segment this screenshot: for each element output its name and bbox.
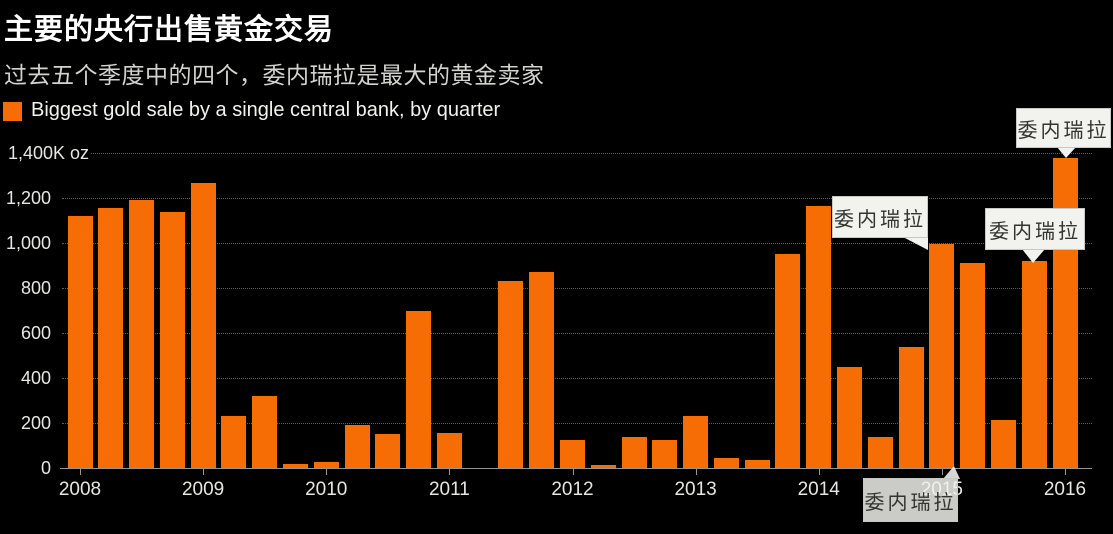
x-tick-label-2013: 2013 [674,479,717,500]
bar-2010-q1 [313,462,339,468]
x-tick-label-2016: 2016 [1043,479,1087,500]
gridline [62,243,1092,244]
gridline [62,378,1092,379]
x-tick-mark [326,469,328,475]
bar-2014-q4 [898,346,924,468]
gridline [62,423,1092,424]
bar-2013-q3 [744,460,770,468]
bar-2013-q2 [713,457,739,468]
bar-2015-q3 [990,419,1016,468]
x-tick-label-2008: 2008 [58,479,102,500]
gridline [62,333,1092,334]
bar-2013-q4 [775,254,801,468]
y-tick-label: 0 [40,458,51,478]
bar-2015-q4 [1021,261,1047,468]
bar-2011-q1 [436,433,462,468]
bar-2012-q4 [652,439,678,468]
bar-2014-q3 [867,436,893,468]
bar-2015-q1 [929,244,955,468]
x-tick-label-2014: 2014 [797,479,840,500]
bar-2008-q2 [98,208,124,468]
bar-2011-q4 [529,272,555,468]
annotation-label: 委内瑞拉 [864,491,957,514]
x-tick-mark [941,469,943,475]
bar-2015-q2 [960,263,986,468]
annotation-label: 委内瑞拉 [989,220,1081,243]
x-tick-label-2012: 2012 [551,479,594,500]
bar-2011-q3 [498,281,524,468]
bar-2016-q1 [1052,157,1078,468]
x-tick-label-2009: 2009 [181,479,225,500]
bar-2009-q2 [221,416,247,468]
bar-2014-q2 [837,366,863,468]
bar-2013-q1 [683,416,709,468]
annotation-venezuela-2015q1: 委内瑞拉 [832,196,928,238]
y-tick-label: 1,000 [5,233,51,253]
x-tick-mark [1065,469,1066,475]
x-tick-mark [695,469,697,475]
x-tick-label-2011: 2011 [428,479,470,500]
chart-subtitle: 过去五个季度中的四个，委内瑞拉是最大的黄金卖家 [4,62,545,88]
bar-2009-q1 [190,183,216,468]
annotation-venezuela-2015q4: 委内瑞拉 [985,208,1085,250]
annotation-label: 委内瑞拉 [1017,119,1110,142]
bar-2008-q3 [129,200,155,468]
bar-2010-q2 [344,425,370,468]
bar-2009-q3 [252,396,278,468]
chart-title: 主要的央行出售黄金交易 [4,14,335,46]
annotation-venezuela-2015q2: 委内瑞拉 [863,478,958,522]
x-axis-line [60,468,1092,469]
y-tick-label: 400 [20,368,51,388]
x-tick-label-2010: 2010 [305,479,348,500]
bar-2010-q4 [406,310,432,468]
x-tick-mark [818,469,820,475]
annotation-venezuela-2016q1: 委内瑞拉 [1016,108,1111,148]
legend-label: Biggest gold sale by a single central ba… [31,99,501,121]
gridline [62,288,1092,289]
y-tick-label: 1,400K oz [0,142,90,164]
legend-swatch-icon [3,102,22,121]
bar-2014-q1 [806,205,832,468]
bar-2008-q4 [159,211,185,468]
y-tick-label: 600 [20,323,51,343]
x-tick-mark [80,469,81,475]
bar-2012-q2 [590,464,616,468]
x-tick-mark [203,469,205,475]
y-tick-label: 200 [20,413,51,433]
bar-2008-q1 [67,216,93,468]
bar-2010-q3 [375,434,401,468]
x-tick-mark [449,469,451,475]
x-tick-mark [572,469,574,475]
bar-2009-q4 [282,463,308,468]
y-tick-label: 1,200 [5,188,51,208]
bar-2012-q3 [621,436,647,468]
gridline [62,153,1092,154]
bar-2012-q1 [560,439,585,468]
gridline [62,198,1092,199]
y-tick-label: 800 [20,278,51,298]
annotation-label: 委内瑞拉 [834,208,926,231]
